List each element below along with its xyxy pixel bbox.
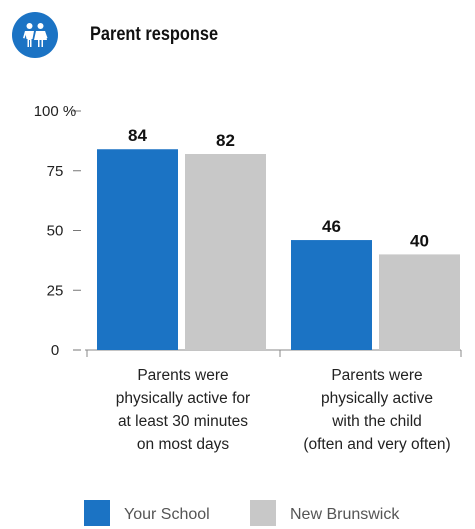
data-label: 46	[322, 217, 341, 236]
bar	[379, 254, 460, 350]
y-tick-label: 25	[47, 282, 64, 299]
legend-label: New Brunswick	[290, 506, 400, 523]
bar	[97, 149, 178, 350]
children-icon	[12, 12, 58, 58]
data-label: 82	[216, 131, 235, 150]
chart-legend: Your School New Brunswick	[84, 500, 400, 526]
chart-header: Parent response	[12, 12, 239, 58]
bar	[291, 240, 372, 350]
bar	[185, 154, 266, 350]
y-tick-label: 75	[47, 163, 64, 180]
y-tick-label: 50	[47, 223, 64, 240]
data-label: 40	[410, 231, 429, 250]
legend-swatch	[84, 500, 110, 526]
data-label: 84	[128, 126, 147, 145]
chart-bars	[97, 149, 460, 350]
y-tick-label: 100 %	[34, 103, 77, 120]
legend-swatch	[250, 500, 276, 526]
legend-label: Your School	[124, 506, 210, 523]
chart-title: Parent response	[90, 24, 219, 45]
category-label: Parents were physically active with the ch…	[303, 367, 450, 453]
y-tick-label: 0	[51, 342, 59, 359]
chart-labels: 84 46 82 40 Parents were physically active fo…	[116, 126, 451, 453]
category-label: Parents were physically active for at leas…	[116, 367, 250, 453]
